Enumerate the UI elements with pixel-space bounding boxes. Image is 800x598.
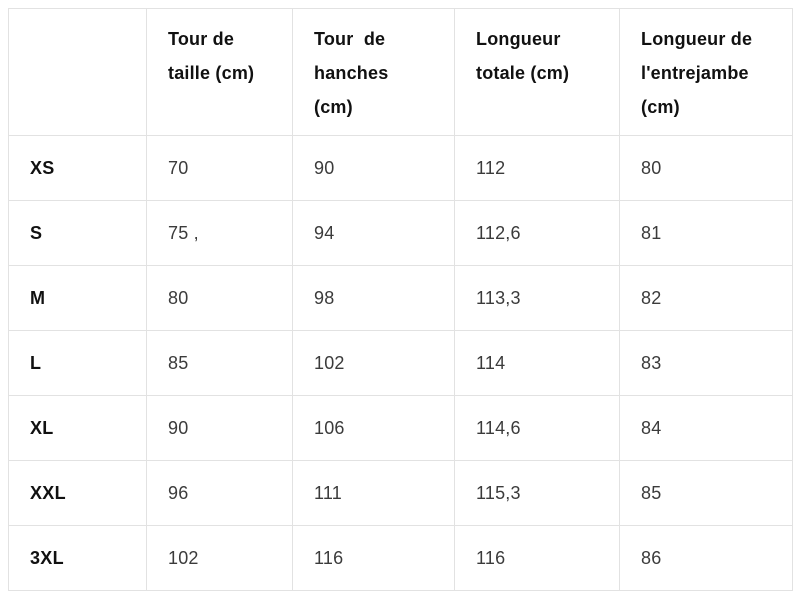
size-label: XS (8, 135, 147, 201)
value-cell: 83 (619, 330, 793, 396)
value-cell: 70 (146, 135, 293, 201)
table-row: 3XL 102 116 116 86 (8, 525, 793, 591)
table-row: XL 90 106 114,6 84 (8, 395, 793, 461)
header-row: Tour de taille (cm) Tour de hanches (cm)… (8, 8, 793, 136)
table-row: M 80 98 113,3 82 (8, 265, 793, 331)
table-row: XS 70 90 112 80 (8, 135, 793, 201)
value-cell: 114,6 (454, 395, 620, 461)
header-cell-longueur-totale: Longueur totale (cm) (454, 8, 620, 136)
header-cell-empty (8, 8, 147, 136)
value-cell: 75 , (146, 200, 293, 266)
value-cell: 111 (292, 460, 455, 526)
value-cell: 113,3 (454, 265, 620, 331)
value-cell: 116 (292, 525, 455, 591)
table-row: XXL 96 111 115,3 85 (8, 460, 793, 526)
header-cell-tour-de-taille: Tour de taille (cm) (146, 8, 293, 136)
value-cell: 102 (146, 525, 293, 591)
size-label: M (8, 265, 147, 331)
value-cell: 116 (454, 525, 620, 591)
value-cell: 96 (146, 460, 293, 526)
table-body: XS 70 90 112 80 S 75 , 94 112,6 81 M 80 98 113,3 82 L 85… (8, 135, 793, 591)
value-cell: 90 (146, 395, 293, 461)
size-label: XL (8, 395, 147, 461)
table-row: S 75 , 94 112,6 81 (8, 200, 793, 266)
value-cell: 82 (619, 265, 793, 331)
value-cell: 114 (454, 330, 620, 396)
size-label: S (8, 200, 147, 266)
value-cell: 86 (619, 525, 793, 591)
size-label: L (8, 330, 147, 396)
size-chart-table: Tour de taille (cm) Tour de hanches (cm)… (8, 8, 793, 591)
header-cell-longueur-entrejambe: Longueur de l'entrejambe (cm) (619, 8, 793, 136)
value-cell: 80 (619, 135, 793, 201)
value-cell: 90 (292, 135, 455, 201)
header-cell-tour-de-hanches: Tour de hanches (cm) (292, 8, 455, 136)
value-cell: 98 (292, 265, 455, 331)
value-cell: 115,3 (454, 460, 620, 526)
value-cell: 85 (619, 460, 793, 526)
table-row: L 85 102 114 83 (8, 330, 793, 396)
value-cell: 112 (454, 135, 620, 201)
size-label: XXL (8, 460, 147, 526)
value-cell: 80 (146, 265, 293, 331)
value-cell: 106 (292, 395, 455, 461)
value-cell: 102 (292, 330, 455, 396)
value-cell: 81 (619, 200, 793, 266)
value-cell: 94 (292, 200, 455, 266)
value-cell: 85 (146, 330, 293, 396)
value-cell: 84 (619, 395, 793, 461)
value-cell: 112,6 (454, 200, 620, 266)
size-label: 3XL (8, 525, 147, 591)
